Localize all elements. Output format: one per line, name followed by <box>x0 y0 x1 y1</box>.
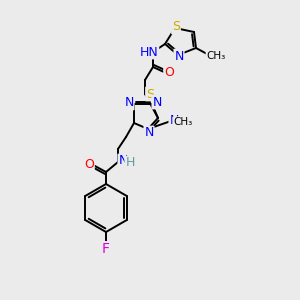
Text: O: O <box>84 158 94 170</box>
Text: F: F <box>102 242 110 256</box>
Text: CH₃: CH₃ <box>173 117 193 127</box>
Text: S: S <box>146 88 154 100</box>
Text: N: N <box>152 95 162 109</box>
Text: N: N <box>118 154 128 167</box>
Text: N: N <box>169 115 179 128</box>
Text: CH₃: CH₃ <box>206 51 226 61</box>
Text: HN: HN <box>140 46 158 59</box>
Text: H: H <box>125 157 135 169</box>
Text: O: O <box>164 65 174 79</box>
Text: N: N <box>174 50 184 62</box>
Text: S: S <box>172 20 180 34</box>
Text: N: N <box>144 127 154 140</box>
Text: N: N <box>124 97 134 110</box>
